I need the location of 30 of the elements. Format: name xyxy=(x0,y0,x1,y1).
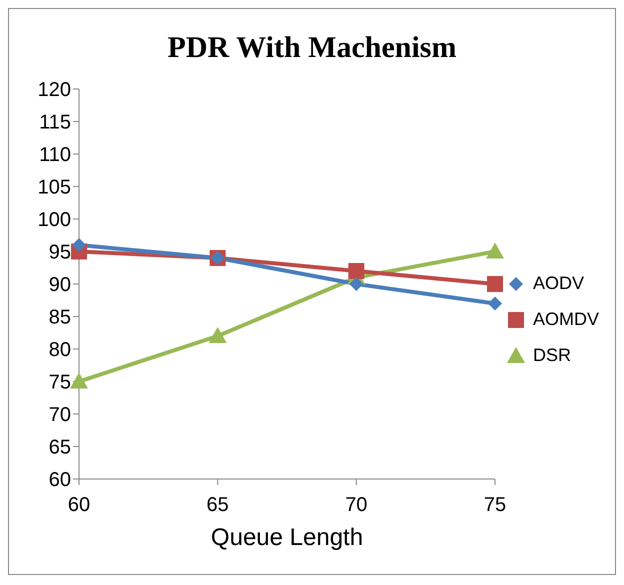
y-tick-label: 60 xyxy=(48,469,71,492)
y-tick-label: 90 xyxy=(48,274,71,296)
y-tick-label: 120 xyxy=(38,79,71,102)
legend-label: AOMDV xyxy=(532,308,599,330)
y-tick-label: 75 xyxy=(48,372,71,394)
point xyxy=(72,238,86,252)
x-tick-label: 60 xyxy=(68,494,90,516)
y-tick-label: 115 xyxy=(39,112,71,134)
point xyxy=(348,263,364,279)
y-tick-label: 80 xyxy=(48,339,71,362)
point xyxy=(486,276,503,292)
x-axis-title: Queue Length xyxy=(210,524,364,551)
point xyxy=(488,296,502,310)
y-tick-label: 70 xyxy=(48,404,71,426)
x-tick-label: 75 xyxy=(484,494,506,516)
chart-title: PDR With Machenism xyxy=(166,31,458,66)
point xyxy=(349,277,364,291)
y-tick-label: 85 xyxy=(48,306,71,329)
legend-label: DSR xyxy=(532,344,571,366)
y-tick-label: 95 xyxy=(48,242,71,264)
legend-label: AODV xyxy=(532,272,584,294)
y-tick-label: 105 xyxy=(38,176,71,199)
y-tick-label: 100 xyxy=(38,209,71,232)
point xyxy=(208,327,227,343)
x-tick-label: 65 xyxy=(206,494,229,516)
y-tick-label: 65 xyxy=(48,436,71,459)
point xyxy=(486,242,504,258)
x-tick-label: 70 xyxy=(345,494,368,516)
point xyxy=(70,372,88,388)
y-tick-label: 110 xyxy=(39,144,71,166)
